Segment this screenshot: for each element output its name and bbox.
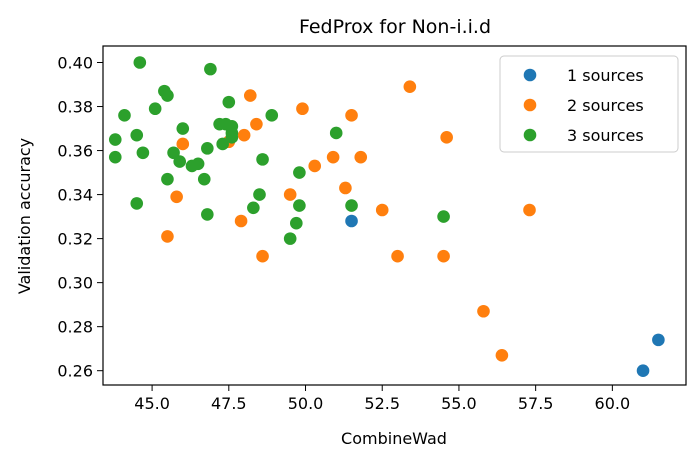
data-point bbox=[265, 109, 279, 122]
data-point bbox=[234, 214, 248, 228]
data-point bbox=[339, 181, 352, 195]
y-tick-label: 0.36 bbox=[57, 142, 93, 161]
data-point bbox=[161, 172, 174, 186]
data-point bbox=[133, 56, 147, 69]
data-point bbox=[495, 348, 509, 362]
legend-marker bbox=[523, 128, 537, 142]
legend-label: 1 sources bbox=[567, 66, 644, 85]
data-point bbox=[345, 199, 358, 212]
data-point bbox=[108, 133, 122, 146]
chart-title: FedProx for Non-i.i.d bbox=[299, 16, 491, 38]
data-point bbox=[191, 157, 205, 171]
data-point bbox=[326, 150, 340, 164]
y-tick-label: 0.34 bbox=[57, 186, 93, 205]
data-point bbox=[253, 188, 266, 201]
plot-frame bbox=[102, 45, 687, 386]
data-point bbox=[176, 122, 190, 135]
legend-marker bbox=[523, 98, 537, 112]
data-point bbox=[437, 249, 450, 263]
x-axis-label: CombineWad bbox=[341, 429, 447, 448]
data-point bbox=[243, 89, 257, 102]
x-tick-label: 47.5 bbox=[211, 394, 247, 413]
data-point bbox=[201, 208, 214, 221]
data-point bbox=[167, 146, 180, 160]
data-point bbox=[345, 214, 358, 228]
data-point bbox=[293, 199, 306, 212]
data-point bbox=[237, 128, 251, 142]
x-tick-label: 52.5 bbox=[364, 394, 400, 413]
data-point bbox=[216, 137, 229, 151]
y-axis-ticks: 0.26 0.28 0.30 0.32 0.34 0.36 0.38 0.40 bbox=[57, 54, 103, 381]
y-axis-label: Validation accuracy bbox=[15, 138, 34, 294]
legend: 1 sources 2 sources 3 sources bbox=[499, 55, 679, 153]
legend-items: 1 sources 2 sources 3 sources bbox=[523, 66, 644, 145]
legend-label: 3 sources bbox=[567, 126, 644, 145]
x-tick-label: 50.0 bbox=[288, 394, 324, 413]
data-point bbox=[652, 333, 665, 347]
y-tick-label: 0.28 bbox=[57, 318, 93, 337]
y-tick-label: 0.30 bbox=[57, 274, 93, 293]
data-point bbox=[130, 128, 144, 142]
data-point bbox=[176, 137, 190, 151]
data-point bbox=[329, 126, 343, 140]
data-point bbox=[130, 197, 144, 210]
data-point bbox=[201, 142, 214, 155]
data-point bbox=[173, 155, 187, 168]
points-layer bbox=[108, 56, 665, 377]
x-tick-label: 55.0 bbox=[441, 394, 477, 413]
data-point bbox=[256, 249, 269, 263]
data-point bbox=[256, 153, 269, 166]
data-point bbox=[148, 102, 162, 116]
y-tick-label: 0.32 bbox=[57, 230, 93, 249]
data-point bbox=[440, 131, 453, 144]
data-point bbox=[391, 249, 404, 263]
x-tick-label: 57.5 bbox=[518, 394, 554, 413]
data-point bbox=[222, 95, 236, 109]
data-point bbox=[161, 89, 174, 102]
data-point bbox=[296, 102, 309, 116]
data-point bbox=[170, 190, 183, 204]
data-point bbox=[283, 188, 297, 201]
data-point bbox=[375, 203, 389, 217]
data-point bbox=[118, 109, 131, 122]
data-point bbox=[293, 166, 306, 179]
series-3 bbox=[108, 56, 450, 245]
data-point bbox=[523, 203, 536, 217]
series-1 bbox=[345, 214, 665, 377]
data-point bbox=[197, 172, 211, 186]
legend-marker bbox=[523, 68, 537, 82]
data-point bbox=[247, 201, 260, 215]
data-point bbox=[204, 62, 217, 76]
x-tick-label: 45.0 bbox=[134, 394, 170, 413]
data-point bbox=[283, 232, 297, 245]
data-point bbox=[136, 146, 150, 160]
data-point bbox=[636, 364, 650, 377]
data-point bbox=[345, 109, 358, 122]
data-point bbox=[403, 80, 417, 94]
data-point bbox=[354, 150, 368, 164]
y-tick-label: 0.26 bbox=[57, 362, 93, 381]
data-point bbox=[225, 120, 239, 133]
data-point bbox=[477, 304, 490, 318]
x-tick-label: 60.0 bbox=[595, 394, 631, 413]
legend-label: 2 sources bbox=[567, 96, 644, 115]
data-point bbox=[308, 159, 322, 173]
data-point bbox=[290, 216, 303, 230]
y-tick-label: 0.38 bbox=[57, 98, 93, 117]
data-point bbox=[161, 230, 174, 243]
data-point bbox=[437, 210, 450, 223]
data-point bbox=[108, 150, 122, 164]
data-point bbox=[225, 131, 239, 144]
legend-box bbox=[499, 55, 679, 153]
x-axis-ticks: 45.0 47.5 50.0 52.5 55.0 57.5 60.0 bbox=[134, 385, 630, 413]
y-tick-label: 0.40 bbox=[57, 54, 93, 73]
data-point bbox=[250, 117, 263, 131]
